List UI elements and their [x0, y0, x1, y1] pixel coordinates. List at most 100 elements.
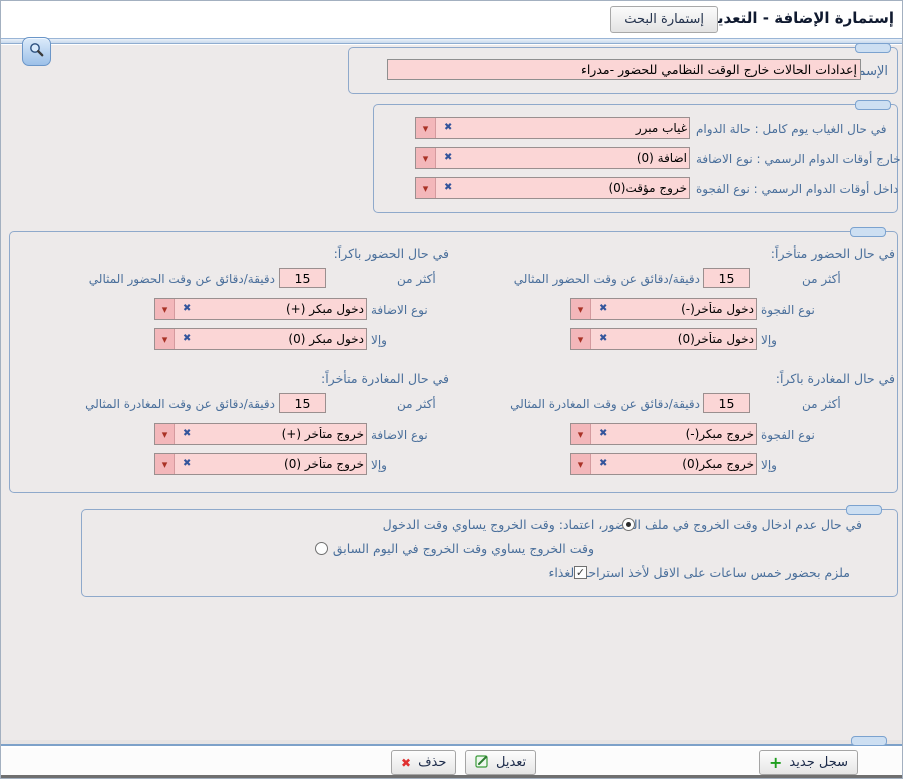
late-departure-section: في حال المغادرة متأخراً: أكثر من دقيقة/د… [12, 369, 452, 491]
clear-icon[interactable]: ✖ [599, 428, 608, 439]
else-label: وإلا [761, 333, 777, 347]
collapse-handle[interactable] [855, 43, 891, 53]
dropdown-arrow-icon[interactable]: ▾ [155, 329, 175, 349]
dropdown-arrow-icon[interactable]: ▾ [416, 148, 436, 168]
clear-icon[interactable]: ✖ [444, 152, 453, 163]
search-icon [28, 41, 45, 62]
dropdown-arrow-icon[interactable]: ▾ [155, 424, 175, 444]
defaults-group: ▾ ✖ غياب مبرر في حال الغياب يوم كامل : ح… [373, 100, 902, 213]
overtime-type-value: اضافة (0) [636, 151, 687, 165]
gap-type-value: خروج مؤقت(0) [608, 181, 687, 195]
tab-search-form[interactable]: إستمارة البحث [610, 6, 718, 33]
radio-exit-equals-previous-day[interactable] [315, 542, 328, 555]
else-label: وإلا [371, 458, 387, 472]
type-label: نوع الفجوة [761, 428, 815, 442]
check-icon: ✓ [575, 566, 586, 579]
combo-value: دخول متأخر(-) [681, 302, 754, 316]
new-record-button[interactable]: + سجل جديد [759, 750, 858, 775]
type-label: نوع الفجوة [761, 303, 815, 317]
clear-icon[interactable]: ✖ [444, 122, 453, 133]
late-departure-addition-type-select[interactable]: ▾ ✖ خروج متأخر (+) [154, 423, 367, 445]
clear-icon[interactable]: ✖ [599, 303, 608, 314]
section-title: في حال الحضور متأخراً: [770, 246, 895, 261]
delete-button[interactable]: ✖ حذف [391, 750, 457, 775]
dropdown-arrow-icon[interactable]: ▾ [416, 118, 436, 138]
late-arrival-else-select[interactable]: ▾ ✖ دخول متأخر(0) [570, 328, 757, 350]
early-departure-section: في حال المغادرة باكراً: أكثر من دقيقة/دق… [457, 369, 897, 491]
minutes-unit-label: دقيقة/دقائق عن وقت المغادرة المثالي [510, 397, 700, 411]
more-than-label: أكثر من [802, 272, 841, 286]
toolbar: + سجل جديد تعديل ✖ حذف [1, 748, 902, 777]
late-departure-else-select[interactable]: ▾ ✖ خروج متأخر (0) [154, 453, 367, 475]
radio-option-1-label: وقت الخروج يساوي وقت الخروج في اليوم الس… [332, 541, 594, 556]
more-than-label: أكثر من [802, 397, 841, 411]
clear-icon[interactable]: ✖ [183, 458, 192, 469]
combo-value: دخول مبكر (0) [288, 332, 364, 346]
early-arrival-addition-type-select[interactable]: ▾ ✖ دخول مبكر (+) [154, 298, 367, 320]
collapse-handle[interactable] [855, 100, 891, 110]
minutes-unit-label: دقيقة/دقائق عن وقت الحضور المثالي [88, 272, 275, 286]
late-arrival-minutes-input[interactable] [703, 268, 750, 288]
early-arrival-else-select[interactable]: ▾ ✖ دخول مبكر (0) [154, 328, 367, 350]
dropdown-arrow-icon[interactable]: ▾ [571, 424, 591, 444]
more-than-label: أكثر من [397, 397, 436, 411]
window-bottom-edge [1, 775, 902, 778]
combo-value: خروج مبكر(0) [682, 457, 754, 471]
search-button[interactable] [22, 37, 51, 66]
main-panel: الإسم ▾ ✖ غياب مبرر في حال الغياب يوم كا… [1, 37, 902, 740]
combo-value: دخول مبكر (+) [285, 302, 364, 316]
dropdown-arrow-icon[interactable]: ▾ [571, 454, 591, 474]
edit-label: تعديل [496, 755, 527, 770]
attendance-status-select[interactable]: ▾ ✖ غياب مبرر [415, 117, 690, 139]
collapse-handle[interactable] [846, 505, 882, 515]
plus-icon: + [769, 752, 783, 772]
delete-label: حذف [418, 755, 447, 770]
clear-icon[interactable]: ✖ [183, 333, 192, 344]
edit-button[interactable]: تعديل [465, 750, 537, 775]
dropdown-arrow-icon[interactable]: ▾ [155, 299, 175, 319]
name-input[interactable] [387, 59, 861, 80]
early-departure-minutes-input[interactable] [703, 393, 750, 413]
combo-value: دخول متأخر(0) [677, 332, 754, 346]
late-arrival-section: في حال الحضور متأخراً: أكثر من دقيقة/دقا… [457, 244, 897, 366]
clear-icon[interactable]: ✖ [599, 333, 608, 344]
overtime-type-select[interactable]: ▾ ✖ اضافة (0) [415, 147, 690, 169]
clear-icon[interactable]: ✖ [599, 458, 608, 469]
delete-icon: ✖ [401, 755, 412, 770]
header-splitter [1, 38, 902, 44]
tab-search-form-label: إستمارة البحث [624, 12, 704, 27]
late-departure-minutes-input[interactable] [279, 393, 326, 413]
collapse-handle[interactable] [851, 736, 887, 746]
early-departure-else-select[interactable]: ▾ ✖ خروج مبكر(0) [570, 453, 757, 475]
more-than-label: أكثر من [397, 272, 436, 286]
lunch-checkbox[interactable]: ✓ [574, 566, 587, 579]
else-label: وإلا [371, 333, 387, 347]
overtime-type-label: في حال الحضور خارج أوقات الدوام الرسمي :… [696, 152, 902, 166]
combo-value: خروج متأخر (0) [284, 457, 364, 471]
section-title: في حال المغادرة باكراً: [775, 371, 895, 386]
checkout-rules-group: في حال عدم ادخال وقت الخروج في ملف الحضو… [81, 505, 898, 597]
timing-group: في حال الحضور متأخراً: أكثر من دقيقة/دقا… [9, 227, 898, 493]
clear-icon[interactable]: ✖ [183, 303, 192, 314]
radio-exit-equals-entry[interactable] [622, 518, 635, 531]
name-group: الإسم [348, 43, 898, 94]
dropdown-arrow-icon[interactable]: ▾ [155, 454, 175, 474]
clear-icon[interactable]: ✖ [183, 428, 192, 439]
collapse-handle[interactable] [850, 227, 886, 237]
gap-type-label: في حال الفجوة داخل أوقات الدوام الرسمي :… [696, 182, 902, 196]
edit-icon [475, 754, 489, 772]
new-record-label: سجل جديد [789, 755, 848, 770]
dropdown-arrow-icon[interactable]: ▾ [571, 299, 591, 319]
late-arrival-gap-type-select[interactable]: ▾ ✖ دخول متأخر(-) [570, 298, 757, 320]
dropdown-arrow-icon[interactable]: ▾ [416, 178, 436, 198]
name-label: الإسم [857, 64, 888, 79]
clear-icon[interactable]: ✖ [444, 182, 453, 193]
else-label: وإلا [761, 458, 777, 472]
dropdown-arrow-icon[interactable]: ▾ [571, 329, 591, 349]
gap-type-select[interactable]: ▾ ✖ خروج مؤقت(0) [415, 177, 690, 199]
section-title: في حال الحضور باكراً: [333, 246, 449, 261]
minutes-unit-label: دقيقة/دقائق عن وقت المغادرة المثالي [85, 397, 275, 411]
early-departure-gap-type-select[interactable]: ▾ ✖ خروج مبكر(-) [570, 423, 757, 445]
attendance-status-value: غياب مبرر [635, 121, 687, 135]
early-arrival-minutes-input[interactable] [279, 268, 326, 288]
